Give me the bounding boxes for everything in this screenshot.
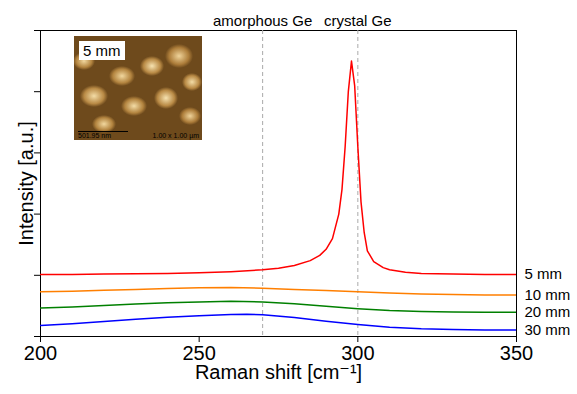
- html-text:501.95 nm: 501.95 nm: [78, 132, 112, 139]
- svg-text:Raman shift [cm⁻¹]: Raman shift [cm⁻¹]: [195, 361, 362, 383]
- svg-text:20 mm: 20 mm: [525, 303, 571, 320]
- html-text:1.00 x 1.00 µm: 1.00 x 1.00 µm: [152, 132, 199, 139]
- html-text:5 mm: 5 mm: [83, 42, 121, 59]
- svg-text:350: 350: [500, 342, 533, 364]
- svg-text:5 mm: 5 mm: [525, 265, 563, 282]
- svg-text:10 mm: 10 mm: [525, 286, 571, 303]
- svg-text:amorphous Ge: amorphous Ge: [213, 12, 312, 29]
- svg-text:300: 300: [341, 341, 375, 364]
- svg-text:250: 250: [182, 341, 216, 364]
- svg-text:30 mm: 30 mm: [525, 321, 571, 338]
- svg-text:crystal Ge: crystal Ge: [324, 12, 392, 29]
- svg-text:Intensity [a.u.]: Intensity [a.u.]: [15, 121, 37, 246]
- svg-text:200: 200: [24, 342, 57, 364]
